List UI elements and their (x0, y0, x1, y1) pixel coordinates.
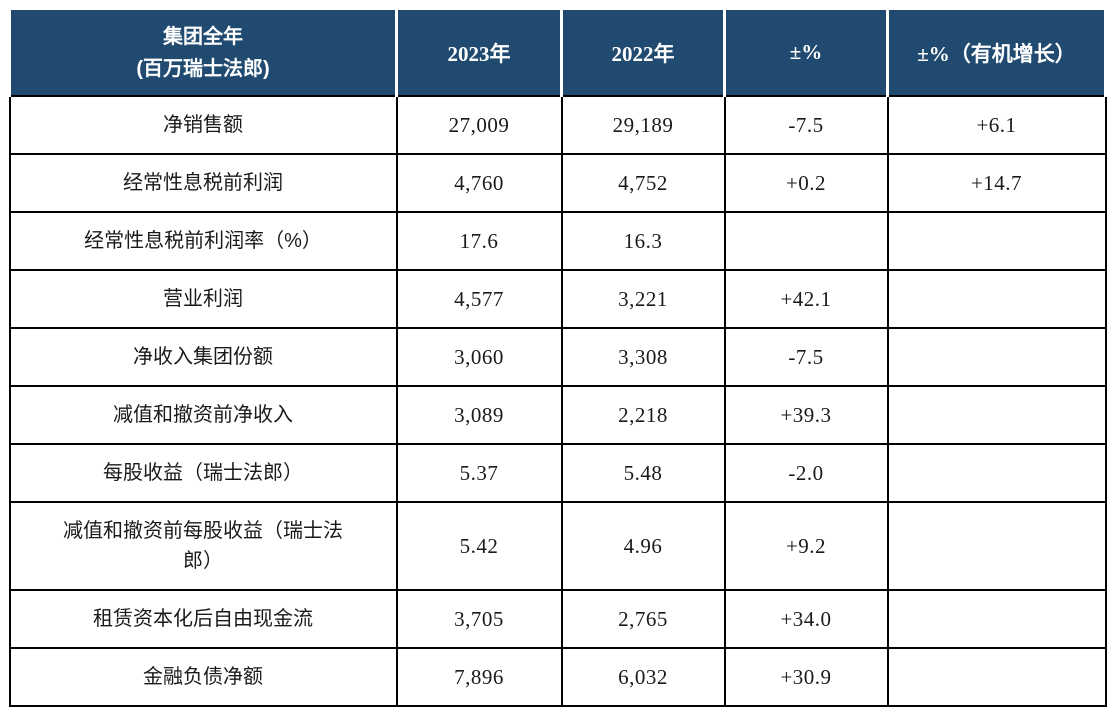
organic-growth-pct: +14.7 (886, 153, 1107, 213)
row-label: 经常性息税前利润率（%） (8, 211, 398, 271)
value-2022: 5.48 (560, 443, 726, 503)
header-2022: 2022年 (560, 7, 726, 97)
table-header: 集团全年 (百万瑞士法郎) 2023年 2022年 ±% ±%（有机增长） (8, 7, 1107, 97)
change-pct: +42.1 (723, 269, 889, 329)
table-row: 减值和撤资前每股收益（瑞士法郎） 5.42 4.96 +9.2 (8, 501, 1107, 591)
table-row: 每股收益（瑞士法郎） 5.37 5.48 -2.0 (8, 443, 1107, 503)
table-row: 减值和撤资前净收入 3,089 2,218 +39.3 (8, 385, 1107, 445)
row-label: 租赁资本化后自由现金流 (8, 589, 398, 649)
change-pct: +34.0 (723, 589, 889, 649)
value-2023: 5.42 (395, 501, 563, 591)
value-2023: 7,896 (395, 647, 563, 707)
value-2022: 4.96 (560, 501, 726, 591)
row-label: 净销售额 (8, 95, 398, 155)
row-label: 每股收益（瑞士法郎） (8, 443, 398, 503)
value-2023: 27,009 (395, 95, 563, 155)
organic-growth-pct (886, 589, 1107, 649)
organic-growth-pct (886, 269, 1107, 329)
value-2022: 2,218 (560, 385, 726, 445)
change-pct: -2.0 (723, 443, 889, 503)
row-label: 净收入集团份额 (8, 327, 398, 387)
change-pct: +39.3 (723, 385, 889, 445)
header-change-pct: ±% (723, 7, 889, 97)
financial-results-table: 集团全年 (百万瑞士法郎) 2023年 2022年 ±% ±%（有机增长） 净销… (8, 7, 1107, 707)
value-2022: 4,752 (560, 153, 726, 213)
header-metric: 集团全年 (百万瑞士法郎) (8, 7, 398, 97)
header-organic-growth-pct: ±%（有机增长） (886, 7, 1107, 97)
table-row: 净收入集团份额 3,060 3,308 -7.5 (8, 327, 1107, 387)
value-2023: 17.6 (395, 211, 563, 271)
organic-growth-pct (886, 385, 1107, 445)
organic-growth-pct (886, 211, 1107, 271)
value-2022: 6,032 (560, 647, 726, 707)
value-2023: 3,089 (395, 385, 563, 445)
header-2023: 2023年 (395, 7, 563, 97)
value-2023: 3,705 (395, 589, 563, 649)
value-2023: 4,760 (395, 153, 563, 213)
table-row: 净销售额 27,009 29,189 -7.5 +6.1 (8, 95, 1107, 155)
row-label: 减值和撤资前每股收益（瑞士法郎） (8, 501, 398, 591)
organic-growth-pct (886, 501, 1107, 591)
change-pct: +0.2 (723, 153, 889, 213)
value-2022: 2,765 (560, 589, 726, 649)
value-2023: 4,577 (395, 269, 563, 329)
table-row: 经常性息税前利润 4,760 4,752 +0.2 +14.7 (8, 153, 1107, 213)
value-2022: 29,189 (560, 95, 726, 155)
value-2023: 5.37 (395, 443, 563, 503)
organic-growth-pct (886, 647, 1107, 707)
header-row: 集团全年 (百万瑞士法郎) 2023年 2022年 ±% ±%（有机增长） (8, 7, 1107, 97)
row-label: 金融负债净额 (8, 647, 398, 707)
row-label: 减值和撤资前净收入 (8, 385, 398, 445)
table-body: 净销售额 27,009 29,189 -7.5 +6.1 经常性息税前利润 4,… (8, 95, 1107, 707)
change-pct: +9.2 (723, 501, 889, 591)
organic-growth-pct (886, 327, 1107, 387)
change-pct: +30.9 (723, 647, 889, 707)
table-row: 金融负债净额 7,896 6,032 +30.9 (8, 647, 1107, 707)
table-row: 经常性息税前利润率（%） 17.6 16.3 (8, 211, 1107, 271)
value-2022: 3,308 (560, 327, 726, 387)
organic-growth-pct: +6.1 (886, 95, 1107, 155)
value-2023: 3,060 (395, 327, 563, 387)
change-pct: -7.5 (723, 95, 889, 155)
value-2022: 3,221 (560, 269, 726, 329)
table-row: 营业利润 4,577 3,221 +42.1 (8, 269, 1107, 329)
row-label: 经常性息税前利润 (8, 153, 398, 213)
change-pct: -7.5 (723, 327, 889, 387)
value-2022: 16.3 (560, 211, 726, 271)
row-label: 营业利润 (8, 269, 398, 329)
organic-growth-pct (886, 443, 1107, 503)
table-row: 租赁资本化后自由现金流 3,705 2,765 +34.0 (8, 589, 1107, 649)
change-pct (723, 211, 889, 271)
